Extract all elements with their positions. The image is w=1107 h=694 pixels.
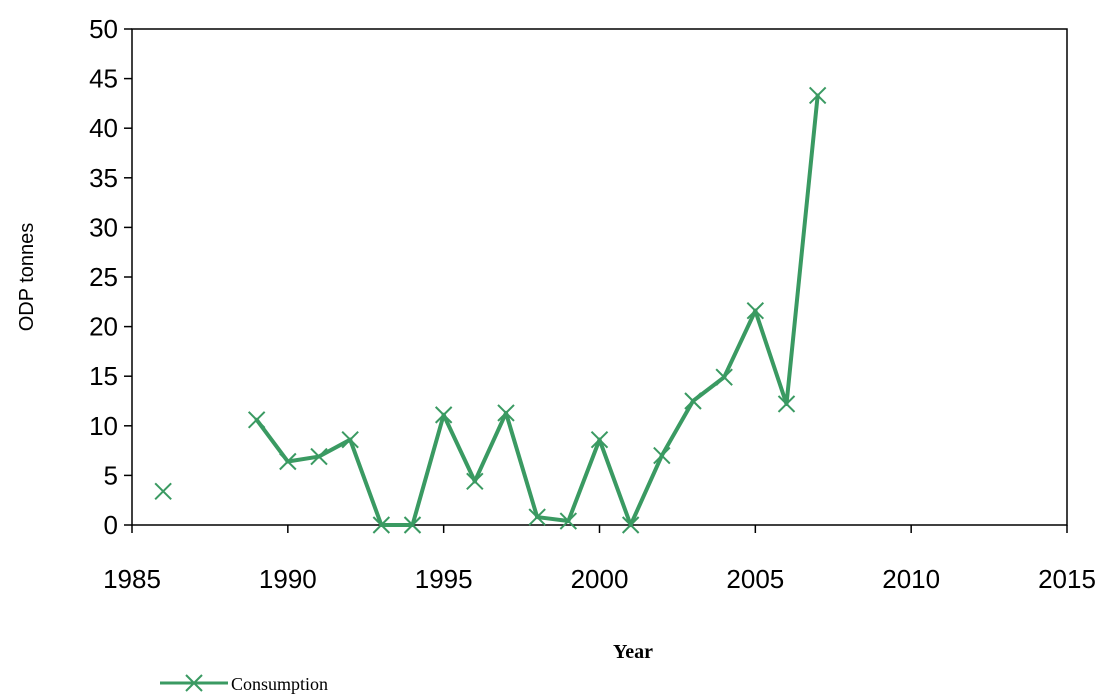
series-line-segment [472, 410, 508, 484]
y-tick-label: 50 [89, 14, 118, 44]
x-axis-label: Year [613, 641, 653, 663]
y-tick-label: 5 [104, 460, 118, 490]
series-line-segment [566, 437, 602, 524]
data-point-marker [559, 512, 578, 530]
data-point-marker [434, 406, 453, 424]
series-line-segment [753, 308, 789, 406]
series-line-segment [317, 437, 353, 459]
data-point-marker [590, 430, 609, 449]
series-line-segment [348, 437, 384, 527]
data-point-marker [341, 430, 359, 449]
data-point-marker [403, 516, 422, 534]
y-tick-label: 30 [89, 212, 118, 242]
data-point-marker [247, 411, 266, 429]
data-point-marker [497, 404, 515, 422]
x-tick-label: 2015 [1038, 564, 1096, 594]
series-line-segment [784, 93, 820, 406]
plot-area [131, 28, 1068, 526]
data-point-marker [684, 392, 702, 410]
y-tick-label: 15 [89, 361, 118, 391]
y-axis-label: ODP tonnes [16, 223, 38, 332]
data-point-marker [466, 472, 484, 491]
x-tick-label: 2000 [571, 564, 629, 594]
data-point-marker [653, 446, 671, 465]
y-tick-label: 45 [89, 64, 118, 94]
legend-marker-x [185, 674, 203, 692]
data-point-marker [154, 482, 172, 500]
x-tick-label: 2010 [882, 564, 940, 594]
data-point-marker [777, 395, 796, 413]
x-tick-label: 1995 [415, 564, 473, 594]
data-point-marker [528, 508, 546, 526]
y-tick-label: 0 [104, 510, 118, 540]
series-line-segment [722, 308, 758, 380]
data-point-marker [310, 447, 328, 466]
y-tick-label: 10 [89, 411, 118, 441]
series-line-segment [597, 437, 633, 527]
x-tick-label: 2005 [726, 564, 784, 594]
series-line-segment [535, 515, 571, 524]
y-tick-label: 35 [89, 163, 118, 193]
legend-label: Consumption [231, 674, 328, 694]
data-point-marker [372, 516, 391, 534]
x-tick-label: 1985 [103, 564, 161, 594]
x-tick-label: 1990 [259, 564, 317, 594]
x-axis-ticks: 1985 1990 1995 2000 2005 2010 2015 [103, 525, 1096, 594]
data-point-marker [279, 452, 297, 471]
y-tick-label: 20 [89, 312, 118, 342]
y-axis-ticks: 0 5 10 15 20 25 30 35 40 45 50 [89, 14, 132, 540]
y-tick-label: 25 [89, 262, 118, 292]
y-tick-label: 40 [89, 113, 118, 143]
series-line-segment [285, 454, 321, 464]
series-line-segment [410, 412, 446, 527]
series-line-segment [441, 412, 477, 484]
series-line-segment [659, 399, 695, 458]
data-point-marker [621, 516, 640, 534]
series-layer [154, 86, 827, 534]
series-line-segment [504, 410, 540, 520]
series-line-segment [254, 417, 290, 464]
series-line-segment [628, 453, 664, 527]
data-point-marker [808, 86, 827, 105]
data-point-marker [715, 368, 733, 386]
data-point-marker [746, 302, 765, 320]
legend: Consumption [160, 674, 328, 694]
